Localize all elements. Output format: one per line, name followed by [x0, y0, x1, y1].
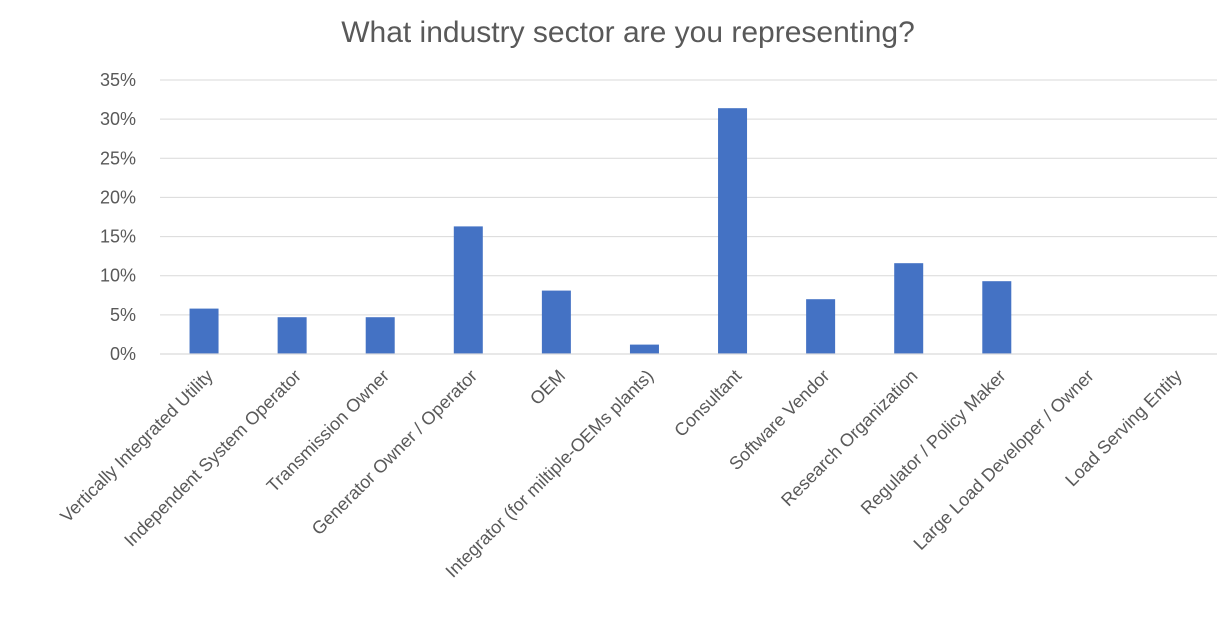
bar	[806, 299, 836, 354]
chart-title: What industry sector are you representin…	[341, 16, 915, 49]
y-tick-label: 35%	[100, 70, 136, 90]
bar	[365, 317, 395, 354]
y-tick-label: 10%	[100, 266, 136, 286]
y-tick-label: 20%	[100, 187, 136, 207]
bars	[189, 108, 1012, 354]
bar	[541, 290, 571, 354]
bar	[982, 281, 1012, 354]
x-category-label: Generator Owner / Operator	[308, 366, 481, 539]
x-category-label: OEM	[526, 366, 569, 409]
y-tick-label: 15%	[100, 227, 136, 247]
x-category-label: Regulator / Policy Maker	[857, 366, 1010, 519]
x-category-label: Large Load Developer / Owner	[910, 366, 1098, 554]
y-tick-label: 25%	[100, 148, 136, 168]
y-tick-label: 0%	[110, 344, 136, 364]
bar	[629, 344, 659, 354]
bar	[718, 108, 748, 354]
bar	[277, 317, 307, 354]
x-category-label: Consultant	[670, 366, 745, 441]
y-tick-label: 30%	[100, 109, 136, 129]
bar	[894, 263, 924, 354]
bar	[453, 226, 483, 354]
x-category-label: Independent System Operator	[120, 366, 305, 551]
x-category-label: Vertically Integrated Utility	[56, 366, 217, 527]
gridlines	[160, 79, 1217, 316]
bar	[189, 308, 219, 354]
y-tick-label: 5%	[110, 305, 136, 325]
y-axis-tick-labels: 0% 5% 10% 15% 20% 25% 30% 35%	[100, 70, 136, 364]
x-axis-category-labels: Vertically Integrated UtilityIndependent…	[56, 366, 1185, 582]
